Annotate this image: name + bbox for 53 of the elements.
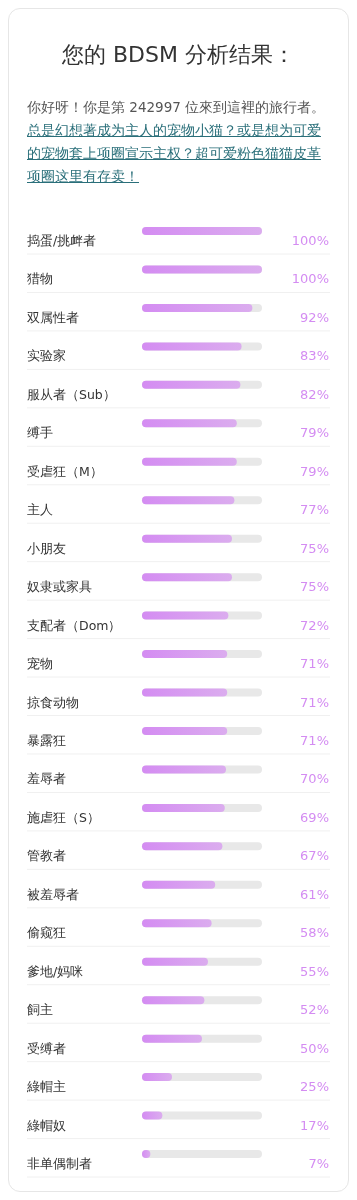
chart-title: 您的 BDSM 分析结果： xyxy=(61,41,296,69)
y-tick-label: 宠物 xyxy=(27,656,53,672)
data-label: 75% xyxy=(300,579,329,595)
data-label: 79% xyxy=(300,425,329,441)
y-tick-label: 捣蛋/挑衅者 xyxy=(27,233,97,248)
y-tick-label: 綠帽奴 xyxy=(26,1117,66,1133)
data-label: 70% xyxy=(300,771,329,787)
data-label: 71% xyxy=(300,732,329,748)
data-label: 92% xyxy=(300,309,329,325)
data-label: 61% xyxy=(300,886,329,902)
data-label: 82% xyxy=(300,386,329,402)
y-tick-label: 綠帽主 xyxy=(26,1079,66,1095)
data-label: 69% xyxy=(300,809,329,825)
y-tick-label: 奴隶或家具 xyxy=(27,579,92,595)
data-label: 100% xyxy=(291,271,329,287)
data-label: 72% xyxy=(300,617,329,633)
data-label: 52% xyxy=(300,1002,329,1018)
y-tick-label: 双属性者 xyxy=(27,309,79,325)
data-label: 67% xyxy=(300,848,329,864)
data-label: 100% xyxy=(291,233,329,248)
data-label: 77% xyxy=(300,502,329,518)
data-label: 83% xyxy=(300,348,329,364)
y-tick-label: 实验家 xyxy=(27,348,66,364)
y-tick-label: 猎物 xyxy=(27,271,53,287)
y-tick-label: 支配者（Dom） xyxy=(27,617,122,633)
y-tick-label: 羞辱者 xyxy=(27,771,66,787)
y-tick-label: 施虐狂（S） xyxy=(27,809,100,825)
y-tick-label: 缚手 xyxy=(27,425,53,441)
y-tick-label: 受缚者 xyxy=(27,1040,66,1056)
data-label: 17% xyxy=(300,1117,329,1133)
data-label: 7% xyxy=(308,1156,329,1172)
y-tick-label: 爹地/妈咪 xyxy=(27,963,84,979)
y-tick-label: 管教者 xyxy=(27,848,66,864)
text: 总是幻想著成为主人的宠物小猫？或是想为可爱的宠物套上项圈宣示主权？超可爱粉色猫猫皮革项圈这里有存卖！ xyxy=(27,122,321,184)
y-tick-label: 掠食动物 xyxy=(27,694,79,710)
y-tick-label: 小朋友 xyxy=(27,540,66,556)
data-label: 50% xyxy=(300,1040,329,1056)
data-label: 58% xyxy=(300,925,329,941)
y-tick-label: 受虐狂（M） xyxy=(27,463,103,479)
y-tick-label: 服从者（Sub） xyxy=(27,386,116,402)
data-label: 71% xyxy=(300,694,329,710)
y-tick-label: 被羞辱者 xyxy=(27,886,79,902)
y-tick-label: 非单偶制者 xyxy=(27,1156,92,1172)
chart-subtitle: 你好呀！你是第 242997 位來到這裡的旅行者。 xyxy=(27,99,326,115)
y-tick-label: 暴露狂 xyxy=(27,732,66,748)
data-label: 71% xyxy=(300,656,329,672)
data-label: 75% xyxy=(300,540,329,556)
y-tick-label: 主人 xyxy=(27,502,53,518)
data-label: 25% xyxy=(300,1079,329,1095)
data-label: 55% xyxy=(300,963,329,979)
y-tick-label: 飼主 xyxy=(27,1002,53,1018)
y-tick-label: 偷窥狂 xyxy=(27,925,66,941)
data-label: 79% xyxy=(300,463,329,479)
